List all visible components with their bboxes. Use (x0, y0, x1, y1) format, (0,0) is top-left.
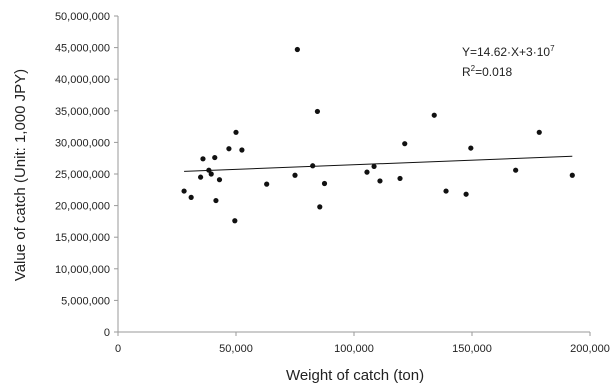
y-tick-label: 30,000,000 (55, 137, 110, 149)
data-point (226, 146, 232, 152)
data-point (513, 167, 519, 173)
y-tick-label: 45,000,000 (55, 43, 110, 55)
data-point (364, 169, 370, 175)
data-point (317, 204, 323, 210)
data-point (212, 154, 218, 161)
data-point (294, 46, 300, 53)
data-point (536, 129, 542, 135)
y-axis-title: Value of catch (Unit: 1,000 JPY) (12, 69, 29, 281)
data-point (443, 188, 449, 194)
data-point (264, 181, 270, 187)
data-point (206, 167, 212, 173)
regression-equation: Y=14.62·X+3·107 (462, 44, 555, 59)
y-tick-label: 15,000,000 (55, 232, 110, 244)
x-tick-labels: 0 50,000 100,000 150,000 200,000 (115, 343, 610, 355)
data-point (239, 147, 245, 153)
data-point (377, 178, 383, 184)
y-tick-label: 0 (104, 327, 110, 339)
data-point (371, 163, 377, 170)
data-point (216, 177, 223, 183)
data-point (569, 172, 575, 178)
axes (117, 16, 590, 333)
y-tick-labels: 0 5,000,000 10,000,000 15,000,000 20,000,000… (55, 11, 110, 339)
x-tick-label: 150,000 (452, 343, 492, 355)
equation-text: Y=14.62·X+3·10 (462, 45, 550, 59)
data-point (321, 180, 328, 187)
data-point (208, 171, 214, 177)
data-point (213, 197, 219, 204)
data-point (198, 174, 204, 180)
equation-exponent: 7 (550, 44, 555, 53)
y-tick-label: 10,000,000 (55, 264, 110, 276)
y-tick-label: 50,000,000 (55, 11, 110, 23)
data-point (292, 172, 298, 178)
x-tick-label: 0 (115, 343, 121, 355)
y-tick-label: 40,000,000 (55, 74, 110, 86)
data-point (397, 175, 403, 182)
data-point (181, 188, 187, 194)
x-axis-title: Weight of catch (ton) (286, 367, 424, 384)
data-points (181, 46, 575, 224)
y-tick-label: 20,000,000 (55, 201, 110, 213)
r2-letter: R (462, 65, 471, 79)
r-squared: R2=0.018 (462, 64, 512, 79)
x-tick-label: 200,000 (570, 343, 610, 355)
x-tick-label: 50,000 (219, 343, 253, 355)
y-tick-label: 25,000,000 (55, 169, 110, 181)
data-point (310, 163, 316, 169)
data-point (468, 145, 474, 151)
y-tick-marks (114, 15, 118, 333)
data-point (188, 194, 194, 200)
x-tick-marks (117, 332, 591, 336)
r2-value: =0.018 (475, 65, 512, 79)
data-point (431, 112, 437, 118)
trendline (184, 155, 573, 172)
data-point (232, 218, 238, 224)
y-tick-label: 35,000,000 (55, 106, 110, 118)
data-point (233, 129, 239, 135)
y-tick-label: 5,000,000 (61, 295, 110, 307)
data-point (314, 108, 321, 115)
data-point (200, 156, 206, 162)
r2-exponent: 2 (471, 64, 476, 73)
data-point (402, 141, 408, 147)
x-tick-label: 100,000 (334, 343, 374, 355)
data-point (463, 191, 469, 197)
